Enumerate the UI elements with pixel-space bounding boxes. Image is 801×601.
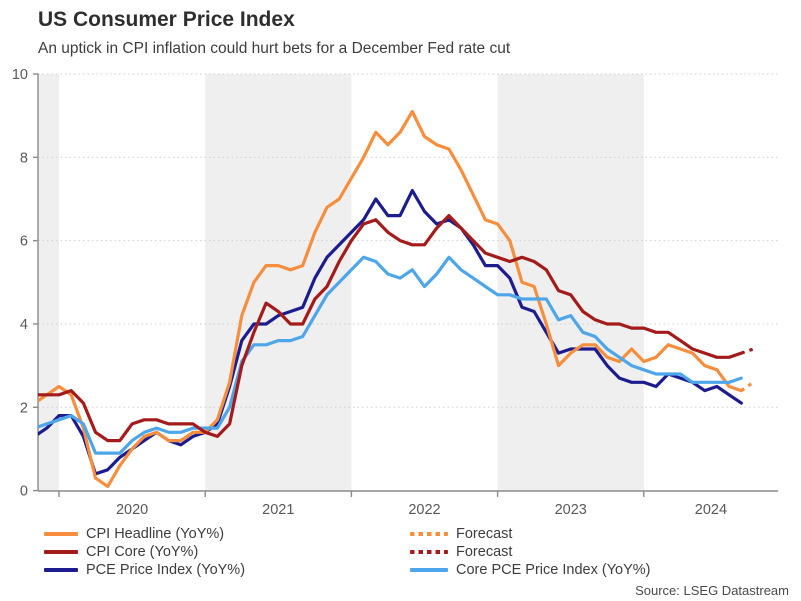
series-core_pce xyxy=(38,255,743,455)
svg-text:6: 6 xyxy=(20,234,28,250)
svg-text:0: 0 xyxy=(20,484,28,500)
series-forecast_headline xyxy=(740,380,755,392)
svg-text:2023: 2023 xyxy=(555,502,587,518)
svg-text:8: 8 xyxy=(20,150,28,166)
svg-text:2021: 2021 xyxy=(262,502,294,518)
axis-tick-labels: 0 2 4 6 8 10 2020 2021 2022 2023 2024 xyxy=(12,67,727,518)
chart-subtitle: An uptick in CPI inflation could hurt be… xyxy=(38,40,511,57)
svg-text:4: 4 xyxy=(20,317,28,333)
svg-text:10: 10 xyxy=(12,67,28,83)
gridlines xyxy=(38,73,778,408)
series-cpi_core xyxy=(38,214,743,443)
svg-text:2022: 2022 xyxy=(408,502,440,518)
svg-text:2: 2 xyxy=(20,400,28,416)
source-credit: Source: LSEG Datastream xyxy=(635,583,789,598)
axes xyxy=(33,73,778,497)
series-cpi_headline xyxy=(38,109,743,488)
series-forecast_core xyxy=(740,347,754,355)
data-series xyxy=(38,109,755,488)
chart-title: US Consumer Price Index xyxy=(38,8,295,31)
svg-text:2024: 2024 xyxy=(695,502,727,518)
svg-text:2020: 2020 xyxy=(116,502,148,518)
